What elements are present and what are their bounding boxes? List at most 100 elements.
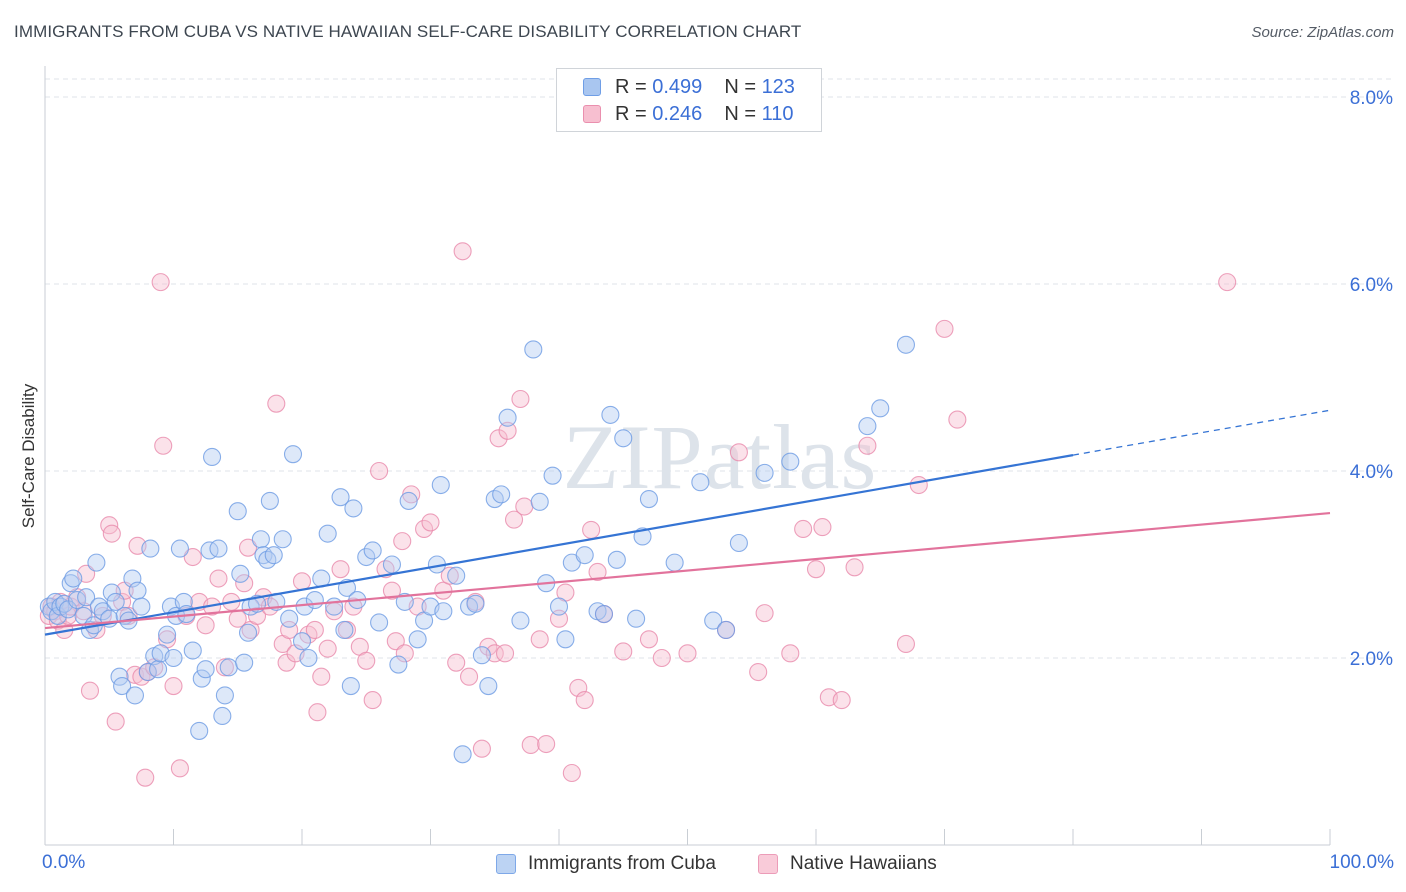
data-point [858,417,877,436]
data-point [280,609,299,628]
data-point [1218,273,1237,292]
data-point [472,739,491,758]
data-point [511,389,530,409]
data-point [132,597,151,616]
data-point [909,475,928,495]
data-point [318,639,337,658]
data-point [87,553,106,572]
data-point [639,630,659,649]
data-point [136,768,155,787]
data-point [267,394,286,413]
data-point [453,745,472,764]
data-point [158,625,177,644]
data-point [511,611,530,630]
data-point [948,410,967,429]
data-point [363,541,382,560]
data-point [639,489,659,509]
data-point [575,546,594,565]
data-point [213,706,232,726]
data-point [459,667,479,686]
data-point [562,763,581,783]
data-point [537,734,556,754]
legend-label-cuba: Immigrants from Cuba [528,853,716,874]
data-point [755,604,774,623]
data-point [215,658,234,677]
data-point [434,602,453,621]
data-point [492,485,511,504]
data-point [138,662,157,682]
trend-lines [44,409,1331,636]
data-point [183,641,202,660]
data-point [588,562,607,582]
data-point [479,676,498,696]
data-point [154,436,173,455]
data-point [896,335,916,354]
data-point [209,569,228,588]
data-point [235,653,254,672]
data-point [164,676,183,696]
data-point [845,558,864,577]
chart-title: IMMIGRANTS FROM CUBA VS NATIVE HAWAIIAN … [14,22,802,41]
data-point [64,569,83,588]
legend-row-hawaiian: R = 0.246 N = 110 [583,102,793,126]
data-point [264,546,283,565]
data-point [408,630,427,649]
y-tick-label: 6.0% [1350,275,1393,296]
legend-r-value: 0.246 [652,102,703,125]
data-point [370,613,389,632]
data-point [357,651,376,670]
data-point [273,530,292,549]
data-point [318,524,337,543]
data-point [251,530,270,549]
data-point [299,625,318,644]
legend-n-label: N = [724,102,756,125]
data-point [292,572,312,591]
data-point [575,691,594,710]
data-point [151,273,170,292]
data-point [106,712,125,731]
x-tick-label-min: 0.0% [42,852,86,873]
data-point [806,560,826,579]
data-point [813,518,832,537]
data-point [344,499,363,518]
trend-line-cuba [44,454,1074,636]
data-point [832,691,851,710]
data-point [370,461,389,481]
data-point [93,602,112,621]
data-point [61,574,80,593]
data-point [749,662,768,682]
chart-source: Source: ZipAtlas.com [1251,24,1394,41]
legend-n-value: 123 [761,75,795,98]
data-point [386,632,405,651]
y-tick-label: 4.0% [1350,462,1393,483]
data-point [149,660,168,679]
data-point [106,592,125,611]
data-point [627,609,646,628]
data-point [190,721,209,740]
data-point [729,533,748,553]
data-point [312,667,331,686]
trend-line-hawaiian [44,511,1331,630]
data-point [196,616,215,635]
data-point [209,539,228,558]
data-point [170,539,189,558]
data-point [382,555,402,574]
data-point [729,443,748,462]
legend-n-value: 110 [761,102,794,125]
axes [44,66,1331,846]
data-point [192,669,211,688]
legend-swatch-blue [583,78,601,96]
series-immigrants-from-cuba [39,335,916,764]
data-point [453,242,472,261]
legend-r-value: 0.499 [652,75,703,98]
data-point [395,644,414,663]
data-point [305,620,324,640]
data-point [231,564,250,583]
data-point [357,547,376,567]
data-point [331,488,350,507]
data-point [200,541,219,560]
data-point [331,560,350,579]
data-point [521,735,540,755]
data-point [431,475,450,495]
